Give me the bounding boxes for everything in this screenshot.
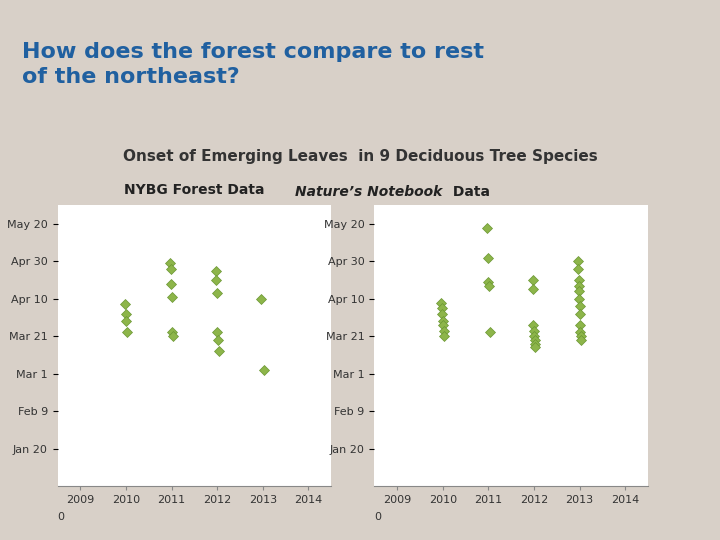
Text: Onset of Emerging Leaves  in 9 Deciduous Tree Species: Onset of Emerging Leaves in 9 Deciduous … bbox=[122, 149, 598, 164]
Text: 0: 0 bbox=[58, 512, 65, 522]
Text: How does the forest compare to rest
of the northeast?: How does the forest compare to rest of t… bbox=[22, 42, 484, 87]
Title: NYBG Forest Data: NYBG Forest Data bbox=[124, 183, 265, 197]
Text: Data: Data bbox=[449, 185, 490, 199]
Text: 0: 0 bbox=[374, 512, 382, 522]
Text: Nature’s Notebook: Nature’s Notebook bbox=[295, 185, 443, 199]
